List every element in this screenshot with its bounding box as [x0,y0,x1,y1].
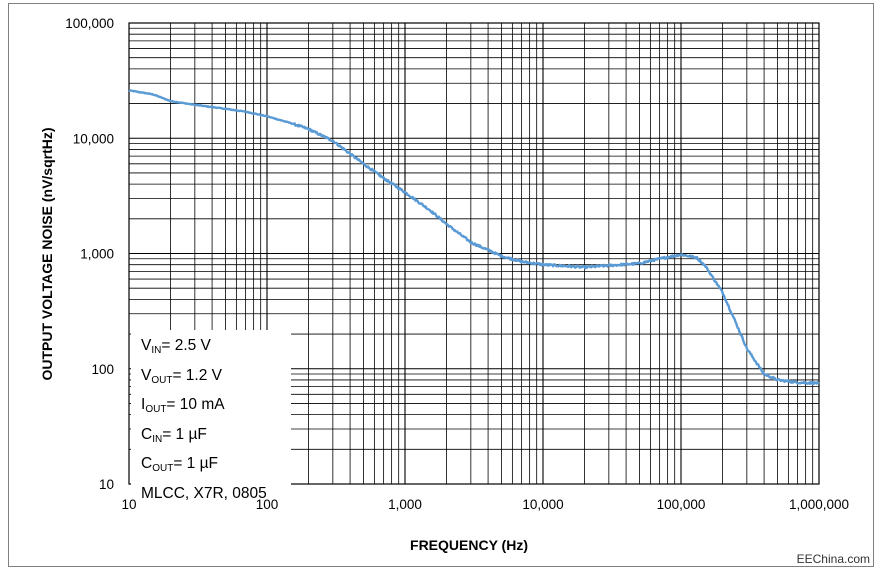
annotation-line: COUT= 1 µF [141,455,218,474]
x-tick-label: 100,000 [657,497,706,512]
series-line [128,89,820,386]
y-tick-label: 10 [99,477,114,492]
series-layer [128,89,820,386]
annotation-line: CIN= 1 µF [141,425,207,445]
annotation-line: VOUT= 1.2 V [141,366,223,386]
annotation-line: VIN= 2.5 V [141,337,211,356]
y-axis-title: OUTPUT VOLTAGE NOISE (nV/sqrtHz) [39,127,55,380]
y-tick-label: 100,000 [65,16,114,31]
conditions-annotation: VIN= 2.5 V VOUT= 1.2 V IOUT= 10 mA CIN= 1 µ… [131,330,291,502]
y-tick-label: 100 [91,362,114,377]
x-tick-label: 10,000 [522,497,563,512]
chart-frame [8,3,874,567]
x-tick-label: 1,000,000 [789,497,849,512]
watermark: EEChina.com [796,552,870,566]
tick-labels: 10 100 1,000 10,000 100,000 1,000,000 100,000 1… [65,16,849,512]
plot-border [128,22,820,485]
annotation-line: MLCC, X7R, 0805 [141,484,267,502]
x-tick-label: 10 [121,497,136,512]
x-axis-title: FREQUENCY (Hz) [410,537,528,553]
y-tick-label: 10,000 [73,131,114,146]
x-tick-label: 100 [256,497,279,512]
y-tick-label: 1,000 [80,247,114,262]
annotation-line: IOUT= 10 mA [141,396,225,415]
x-tick-label: 1,000 [388,497,422,512]
